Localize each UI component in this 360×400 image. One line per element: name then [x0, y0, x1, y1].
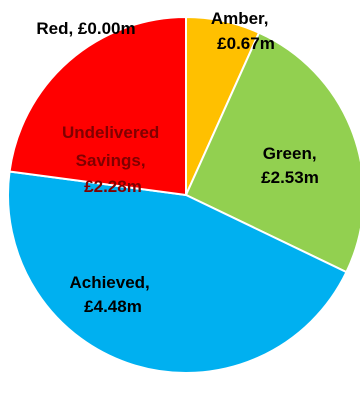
label-red: Red, £0.00m	[36, 19, 135, 38]
label-achieved-line-2: £4.48m	[84, 297, 142, 316]
label-red-line-1: Red, £0.00m	[36, 19, 135, 38]
label-achieved: Achieved, £4.48m	[69, 273, 154, 316]
label-amber-line-1: Amber,	[211, 9, 269, 28]
label-undelivered-line-2: Savings,	[76, 151, 146, 170]
label-undelivered: Undelivered Savings, £2.28m	[62, 123, 164, 196]
label-green-line-1: Green,	[263, 144, 317, 163]
pie-slice-green	[185, 31, 360, 274]
label-green-line-2: £2.53m	[261, 168, 319, 187]
label-achieved-line-1: Achieved,	[69, 273, 149, 292]
label-undelivered-line-1: Undelivered	[62, 123, 159, 142]
label-undelivered-line-3: £2.28m	[84, 177, 142, 196]
pie-labels: Amber, £0.67m Green, £2.53m Achieved, £4…	[36, 9, 321, 316]
pie-slices	[7, 16, 360, 374]
pie-slice-achieved	[7, 170, 348, 374]
label-green: Green, £2.53m	[261, 144, 321, 187]
pie-slice-undelivered-savings	[8, 16, 187, 196]
label-amber-line-2: £0.67m	[217, 34, 275, 53]
label-amber: Amber, £0.67m	[211, 9, 275, 53]
